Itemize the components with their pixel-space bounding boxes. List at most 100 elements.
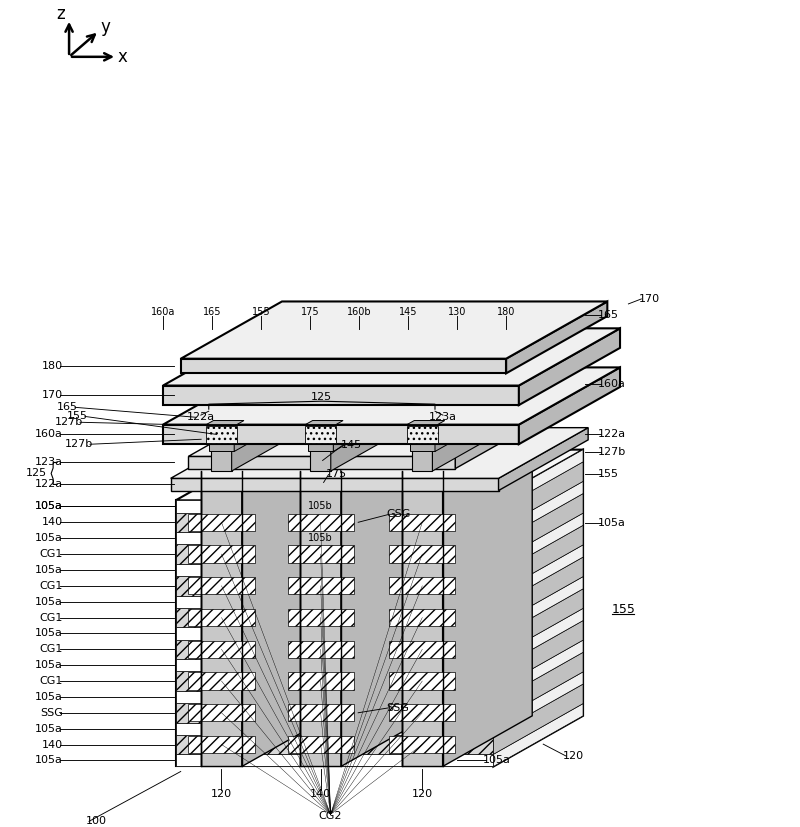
Polygon shape bbox=[494, 545, 583, 608]
Polygon shape bbox=[455, 406, 545, 469]
Text: GSG: GSG bbox=[386, 509, 410, 519]
Text: 105a: 105a bbox=[35, 501, 63, 511]
Polygon shape bbox=[176, 564, 494, 576]
Polygon shape bbox=[308, 373, 334, 380]
Text: x: x bbox=[118, 48, 128, 66]
Polygon shape bbox=[176, 754, 494, 767]
Polygon shape bbox=[494, 525, 583, 595]
Polygon shape bbox=[201, 471, 242, 767]
Polygon shape bbox=[410, 444, 435, 452]
Polygon shape bbox=[189, 577, 254, 595]
Polygon shape bbox=[435, 418, 480, 452]
Text: 160a: 160a bbox=[598, 379, 626, 389]
Polygon shape bbox=[390, 514, 455, 531]
Text: CG2: CG2 bbox=[319, 811, 342, 821]
Polygon shape bbox=[176, 703, 494, 723]
Polygon shape bbox=[494, 620, 583, 691]
Polygon shape bbox=[519, 328, 620, 405]
Polygon shape bbox=[435, 348, 480, 380]
Polygon shape bbox=[334, 348, 378, 380]
Polygon shape bbox=[310, 373, 330, 385]
Text: 155: 155 bbox=[612, 603, 636, 616]
Polygon shape bbox=[402, 420, 532, 471]
Text: 165: 165 bbox=[202, 307, 222, 317]
Text: 140: 140 bbox=[42, 739, 63, 749]
Polygon shape bbox=[390, 641, 455, 657]
Polygon shape bbox=[410, 405, 435, 413]
Text: z: z bbox=[57, 5, 66, 23]
Polygon shape bbox=[390, 546, 455, 562]
Polygon shape bbox=[189, 514, 254, 531]
Text: 105a: 105a bbox=[35, 660, 63, 670]
Polygon shape bbox=[407, 426, 438, 443]
Polygon shape bbox=[211, 405, 232, 424]
Polygon shape bbox=[287, 641, 354, 657]
Text: 155: 155 bbox=[252, 307, 270, 317]
Polygon shape bbox=[163, 367, 620, 424]
Text: 105a: 105a bbox=[35, 533, 63, 543]
Text: 140: 140 bbox=[310, 790, 331, 800]
Polygon shape bbox=[494, 589, 583, 659]
Polygon shape bbox=[163, 424, 519, 444]
Text: 160a: 160a bbox=[35, 429, 63, 439]
Polygon shape bbox=[234, 348, 279, 380]
Polygon shape bbox=[189, 457, 455, 469]
Polygon shape bbox=[412, 444, 433, 471]
Polygon shape bbox=[189, 672, 254, 690]
Polygon shape bbox=[163, 385, 519, 405]
Text: 105a: 105a bbox=[598, 518, 626, 528]
Text: 105b: 105b bbox=[308, 533, 333, 543]
Polygon shape bbox=[176, 723, 494, 734]
Text: 122a: 122a bbox=[598, 428, 626, 439]
Text: 180: 180 bbox=[497, 307, 515, 317]
Polygon shape bbox=[176, 608, 494, 628]
Polygon shape bbox=[330, 355, 420, 424]
Polygon shape bbox=[433, 355, 522, 424]
Polygon shape bbox=[176, 628, 494, 639]
Polygon shape bbox=[209, 373, 234, 380]
Text: 105a: 105a bbox=[483, 755, 511, 766]
Polygon shape bbox=[176, 691, 494, 703]
Polygon shape bbox=[189, 736, 254, 753]
Polygon shape bbox=[234, 418, 279, 452]
Text: 125: 125 bbox=[26, 468, 47, 479]
Text: 170: 170 bbox=[638, 294, 659, 304]
Polygon shape bbox=[287, 705, 354, 721]
Polygon shape bbox=[494, 494, 583, 564]
Polygon shape bbox=[341, 420, 430, 767]
Text: 105a: 105a bbox=[35, 692, 63, 702]
Polygon shape bbox=[176, 513, 494, 532]
Polygon shape bbox=[499, 462, 578, 753]
Text: 155: 155 bbox=[598, 469, 619, 479]
Polygon shape bbox=[176, 576, 494, 595]
Polygon shape bbox=[176, 500, 494, 513]
Polygon shape bbox=[300, 420, 430, 471]
Text: y: y bbox=[100, 18, 110, 36]
Text: CG1: CG1 bbox=[40, 581, 63, 590]
Polygon shape bbox=[330, 394, 420, 471]
Polygon shape bbox=[390, 736, 455, 753]
Polygon shape bbox=[232, 394, 322, 471]
Polygon shape bbox=[232, 355, 322, 424]
Polygon shape bbox=[234, 380, 279, 413]
Polygon shape bbox=[494, 672, 583, 734]
Polygon shape bbox=[310, 444, 330, 471]
Text: 120: 120 bbox=[211, 790, 232, 800]
Polygon shape bbox=[170, 428, 588, 478]
Text: 145: 145 bbox=[341, 439, 362, 450]
Text: 170: 170 bbox=[42, 390, 63, 400]
Text: 125: 125 bbox=[311, 392, 333, 402]
Polygon shape bbox=[209, 405, 234, 413]
Polygon shape bbox=[390, 577, 455, 595]
Polygon shape bbox=[334, 418, 378, 452]
Polygon shape bbox=[390, 705, 455, 721]
Text: 105a: 105a bbox=[35, 501, 63, 511]
Text: 123a: 123a bbox=[429, 412, 457, 422]
Polygon shape bbox=[334, 380, 378, 413]
Polygon shape bbox=[189, 546, 254, 562]
Polygon shape bbox=[308, 405, 334, 413]
Polygon shape bbox=[176, 500, 494, 767]
Polygon shape bbox=[310, 405, 330, 424]
Text: 105a: 105a bbox=[35, 565, 63, 575]
Polygon shape bbox=[287, 577, 354, 595]
